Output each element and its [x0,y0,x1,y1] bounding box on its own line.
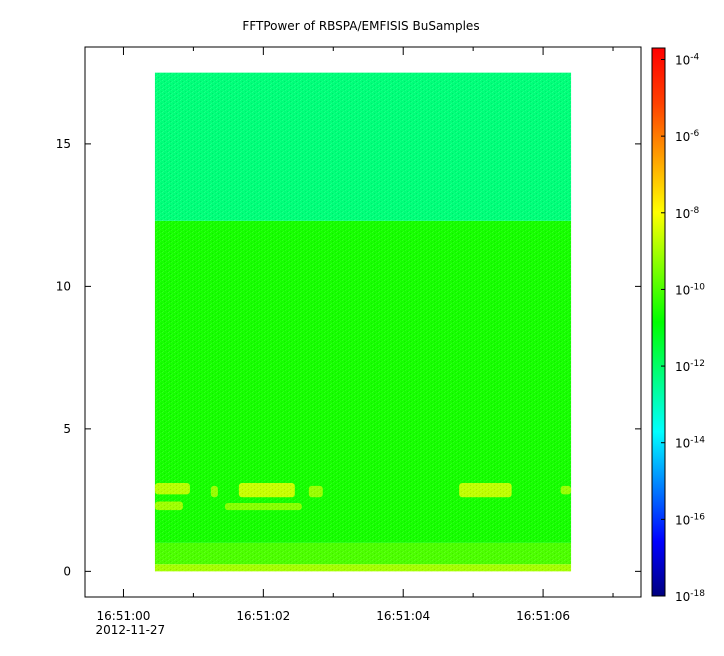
colorbar-gradient [651,47,666,597]
x-date-label: 2012-11-27 [95,623,165,637]
colorbar: 10-4 10-6 10-8 10-10 10-12 10-14 10-16 10-18 [651,47,705,604]
x-tick-label-4: 16:51:04 [376,609,430,623]
colorbar-label-10: 10-10 [675,282,705,297]
colorbar-label-8: 10-8 [675,206,700,221]
y-tick-label-15: 15 [56,137,71,151]
spectrogram-image [154,72,572,572]
colorbar-label-6: 10-6 [675,129,700,144]
x-tick-label-6: 16:51:06 [516,609,570,623]
colorbar-label-12: 10-12 [675,359,705,374]
y-tick-label-0: 0 [63,564,71,578]
chart-title: FFTPower of RBSPA/EMFISIS BuSamples [242,19,479,33]
spectrogram-texture [154,72,572,572]
y-tick-label-10: 10 [56,279,71,293]
y-tick-label-5: 5 [63,422,71,436]
x-tick-label-0: 16:51:00 [97,609,151,623]
axes: 0 5 10 15 16:51:00 16:51:02 16:51:04 16:51:06 20… [56,47,641,637]
colorbar-label-4: 10-4 [675,52,700,67]
colorbar-label-14: 10-14 [675,436,705,451]
x-tick-label-2: 16:51:02 [236,609,290,623]
colorbar-label-18: 10-18 [675,589,705,604]
colorbar-label-16: 10-16 [675,512,705,527]
